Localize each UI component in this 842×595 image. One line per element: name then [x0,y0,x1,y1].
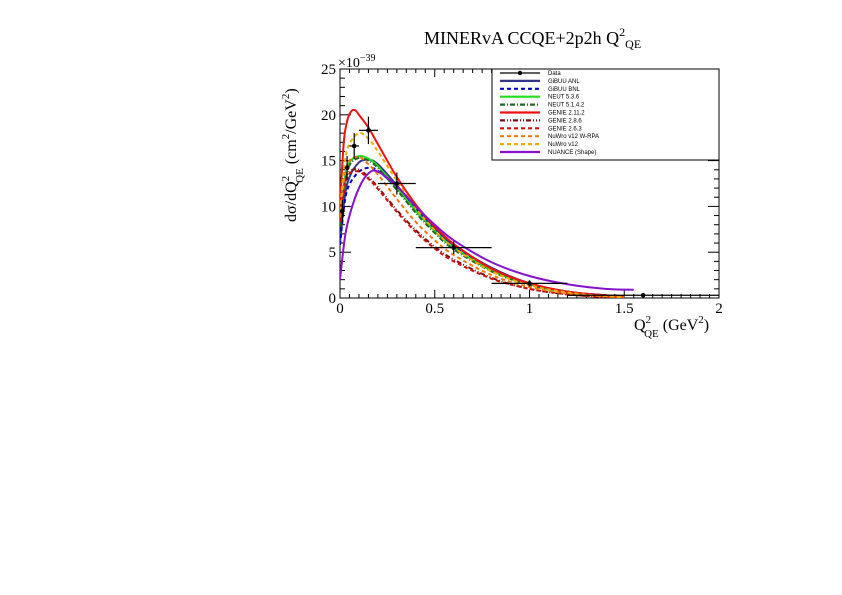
series-line-3 [340,156,625,298]
data-point-7 [640,292,646,298]
data-point-3 [366,128,371,133]
y-tick-label: 0 [329,291,337,307]
legend-label-3: NEUT 5.3.6 [548,95,580,101]
x-tick-label: 1.5 [615,301,634,317]
legend-label-2: GiBUU BNL [548,87,581,93]
legend-label-4: NEUT 5.1.4.2 [548,103,585,109]
x-tick-label: 0.5 [425,301,444,317]
legend-label-7: GENIE 2.6.3 [548,126,582,132]
x-tick-label: 0 [336,301,344,317]
legend-label-1: GiBUU ANL [548,79,580,85]
legend-marker-data [517,70,523,76]
y-tick-label: 10 [321,199,336,215]
legend-label-10: NUANCE (Shape) [548,150,596,156]
series-line-6 [340,170,625,298]
data-point-4 [394,181,400,186]
legend-label-0: Data [548,71,561,77]
y-exponent-label: ×10−39 [338,53,376,71]
x-tick-label: 1 [526,301,534,317]
data-point-2 [351,143,357,149]
series-line-8 [340,131,625,298]
legend-label-5: GENIE 2.11.2 [548,111,585,117]
series-line-5 [340,168,625,298]
series-line-1 [340,166,625,298]
y-tick-label: 25 [321,62,336,78]
data-point-6 [527,281,532,286]
y-tick-label: 20 [321,108,336,124]
data-point-5 [451,245,457,250]
x-axis-label: Q2 QE (GeV2) [634,314,709,340]
data-point-1 [344,165,350,171]
y-tick-label: 5 [329,245,337,261]
chart-title: MINERvA CCQE+2p2h Q2QE [424,25,641,51]
model-curves [340,108,634,298]
legend: Data GiBUU ANL GiBUU BNL NEUT 5.3.6 NEUT 5.1… [491,68,720,161]
series-line-7 [340,155,625,298]
series-line-9 [340,169,634,291]
x-tick-label: 2 [715,301,723,317]
legend-label-9: NuWro v12 [548,142,579,148]
legend-box [491,68,720,161]
legend-label-6: GENIE 2.8.6 [548,118,582,124]
series-line-2 [340,154,625,298]
legend-label-8: NuWro v12 W-RPA [548,134,599,140]
y-axis-label: dσ/dQ2 QE (cm2/GeV2) [280,88,306,222]
data-points [340,116,719,298]
y-tick-label: 15 [321,154,336,170]
data-point-0 [340,208,345,214]
